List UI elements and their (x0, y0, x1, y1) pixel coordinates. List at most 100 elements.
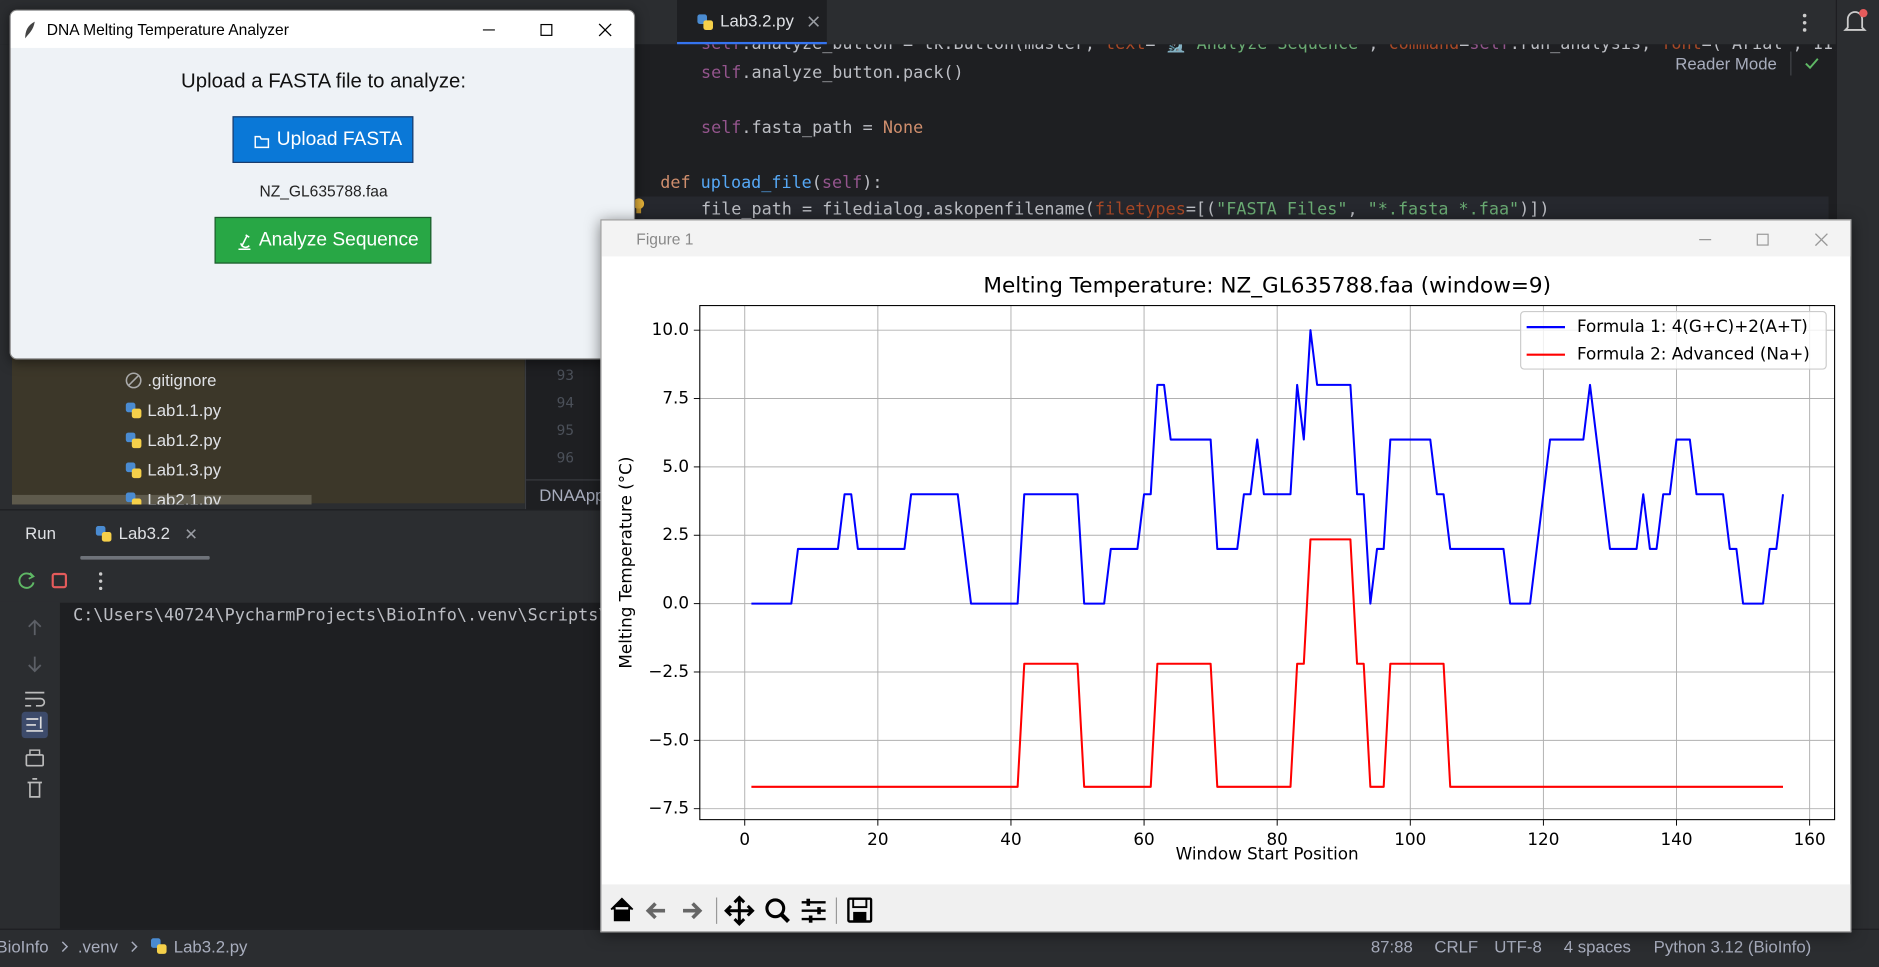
editor-tab[interactable]: Lab3.2.py (677, 0, 827, 45)
window-controls[interactable] (478, 20, 622, 39)
token: =("Arial", 11)) (1701, 44, 1836, 54)
status-item[interactable]: 87:88 (1370, 937, 1413, 957)
token: "FASTA Files" (1216, 200, 1348, 220)
code-line: file_path = filedialog.askopenfilename(f… (701, 197, 1549, 223)
microscope-icon (238, 234, 251, 251)
x-tick-label: 40 (1000, 829, 1021, 849)
python-icon (150, 938, 167, 954)
file-item[interactable]: Lab1.3.py (125, 458, 221, 482)
line-number: 96 (556, 449, 574, 467)
line-number: 95 (556, 421, 574, 439)
run-toolbar (18, 572, 103, 591)
separator (1790, 51, 1792, 76)
y-tick-label: −7.5 (648, 798, 689, 818)
menu-icon[interactable] (1797, 12, 1811, 34)
token: ( (811, 173, 822, 193)
token: = (1459, 44, 1470, 54)
token: self (1469, 44, 1510, 54)
tab-underline (80, 556, 210, 560)
y-tick-label: 7.5 (662, 388, 689, 408)
x-axis-label: Window Start Position (1176, 843, 1359, 863)
token: "*.fasta *.faa" (1367, 200, 1520, 220)
chart-title: Melting Temperature: NZ_GL635788.faa (wi… (983, 273, 1551, 298)
button-label: Upload FASTA (276, 129, 403, 150)
status-item[interactable]: UTF-8 (1494, 937, 1542, 957)
breadcrumb[interactable]: BioInfo (0, 937, 49, 957)
reader-mode[interactable]: Reader Mode (1675, 53, 1777, 74)
x-tick-label: 20 (867, 829, 888, 849)
app-window: DNA Melting Temperature Analyzer Upload … (9, 9, 636, 360)
title-bar: DNA Melting Temperature Analyzer (10, 10, 634, 48)
x-tick-label: 0 (739, 829, 750, 849)
breadcrumb-bar: DNAApp (526, 479, 637, 510)
x-tick-label: 80 (1267, 829, 1288, 849)
prompt: Upload a FASTA file to analyze: (181, 69, 467, 93)
token: upload_file (700, 173, 812, 193)
title-bar: Figure 1 (601, 220, 1851, 257)
y-tick-label: 0.0 (662, 593, 689, 613)
token: self (701, 63, 742, 83)
app-icon (25, 21, 35, 39)
line-numbers: 93 94 95 96 (550, 362, 574, 472)
notification-icon[interactable] (1843, 7, 1869, 36)
y-tick-label: −2.5 (648, 661, 689, 681)
file-name: NZ_GL635788.faa (259, 182, 388, 201)
python-icon (125, 492, 142, 505)
file-item[interactable]: Lab2.1.py (125, 488, 221, 505)
window-controls[interactable] (1694, 230, 1838, 249)
token: file_path = filedialog.askopenfilename( (701, 200, 1095, 220)
token: .fasta_path = (741, 118, 883, 138)
status-item[interactable]: CRLF (1434, 937, 1479, 957)
line-number: 94 (556, 394, 574, 412)
run-tab[interactable]: Lab3.2 (118, 523, 170, 543)
status-item[interactable]: 4 spaces (1563, 937, 1631, 957)
analyze-button[interactable]: Analyze Sequence (214, 216, 432, 264)
token: = (1145, 44, 1156, 54)
x-tick-label: 120 (1527, 829, 1559, 849)
line-number: 93 (556, 366, 574, 384)
plot-frame (699, 305, 1836, 821)
breadcrumb[interactable]: Lab3.2.py (173, 937, 248, 957)
y-tick-label: 5.0 (662, 456, 689, 476)
token: None (882, 118, 924, 138)
chevron (61, 941, 69, 952)
token: command (1388, 44, 1460, 54)
status-item[interactable]: Python 3.12 (BioInfo) (1653, 937, 1812, 957)
chart: Melting Temperature: NZ_GL635788.faa (wi… (616, 273, 1836, 863)
code-line: self.analyze_button.pack() (701, 60, 964, 86)
x-tick-label: 60 (1133, 829, 1154, 849)
x-tick-label: 140 (1661, 829, 1693, 849)
console-output: C:\Users\40724\PycharmProjects\BioInfo\.… (73, 606, 710, 626)
token: ): (862, 173, 883, 193)
token: )]) (1519, 200, 1550, 220)
window-title: DNA Melting Temperature Analyzer (46, 20, 289, 39)
file-name: Lab1.1.py (147, 400, 222, 420)
token: .analyze_button.pack() (741, 63, 964, 83)
folder-icon (254, 135, 270, 149)
file-item[interactable]: Lab1.1.py (125, 398, 221, 422)
bulb-icon[interactable] (635, 198, 646, 215)
token: text (1105, 44, 1146, 54)
x-tick-label: 160 (1794, 829, 1826, 849)
chevron (131, 941, 138, 952)
python-icon (95, 526, 112, 542)
tab-label: Lab3.2.py (720, 10, 794, 30)
token: self (701, 44, 742, 54)
close-icon[interactable] (186, 528, 197, 539)
token: , (1347, 200, 1368, 220)
breadcrumb[interactable]: .venv (77, 937, 118, 957)
file-item[interactable]: Lab1.2.py (125, 428, 221, 452)
y-axis-label: Melting Temperature (°C) (616, 457, 636, 669)
file-item[interactable]: .gitignore (125, 368, 217, 392)
file-name: Lab1.3.py (147, 460, 222, 480)
button-label: Analyze Sequence (258, 230, 419, 251)
legend-box (1520, 310, 1827, 370)
file-name: .gitignore (147, 370, 217, 390)
close-icon[interactable] (808, 16, 820, 28)
window-title: Figure 1 (636, 230, 694, 249)
y-tick-label: 10.0 (652, 319, 689, 339)
upload-button[interactable]: Upload FASTA (232, 116, 414, 163)
token: =[( (1185, 200, 1217, 220)
toolbar-icons[interactable] (609, 895, 873, 927)
